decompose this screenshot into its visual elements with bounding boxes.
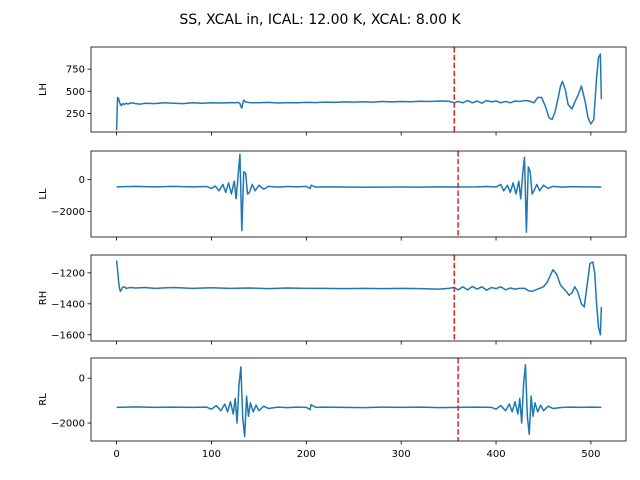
x-tick-label: 100 [202, 449, 221, 460]
subplot-rh: −1600 −1400 −1200 RH [38, 254, 627, 345]
x-tick-label: 500 [581, 449, 600, 460]
y-tick-label: −1400 [51, 299, 85, 310]
y-tick-label: 0 [79, 175, 85, 186]
axes-frame [90, 46, 627, 133]
y-tick-label: 750 [66, 65, 85, 76]
y-tick-label: 250 [66, 109, 85, 120]
y-tick-label: −2000 [51, 207, 85, 218]
y-tick-label: −1600 [51, 330, 85, 341]
y-tick-label: −2000 [51, 419, 85, 430]
series-line [116, 153, 602, 233]
axes-frame [90, 150, 627, 238]
y-axis-label: LL [38, 188, 49, 200]
subplots: 250 500 750 LH −2000 0 LL −1600 −1400 −1200 RH −200… [38, 46, 627, 460]
series-line [116, 363, 602, 438]
x-tick-label: 200 [297, 449, 316, 460]
y-tick-label: 0 [79, 374, 85, 385]
y-axis-label: RH [38, 291, 49, 305]
x-tick-label: 300 [392, 449, 411, 460]
y-axis-label: LH [38, 83, 49, 96]
series-line [115, 53, 603, 131]
axes-frame [90, 254, 627, 342]
x-tick-label: 400 [486, 449, 505, 460]
subplot-ll: −2000 0 LL [38, 150, 627, 241]
axes-frame [90, 357, 627, 442]
series-line [115, 260, 603, 336]
subplot-lh: 250 500 750 LH [38, 46, 627, 136]
y-axis-label: RL [38, 393, 49, 406]
y-tick-label: 500 [66, 87, 85, 98]
y-tick-label: −1200 [51, 268, 85, 279]
figure-title: SS, XCAL in, ICAL: 12.00 K, XCAL: 8.00 K [179, 12, 461, 28]
x-tick-label: 0 [113, 449, 119, 460]
subplot-rl: −2000 0 0 100 200 300 400 500 RL [38, 357, 627, 460]
